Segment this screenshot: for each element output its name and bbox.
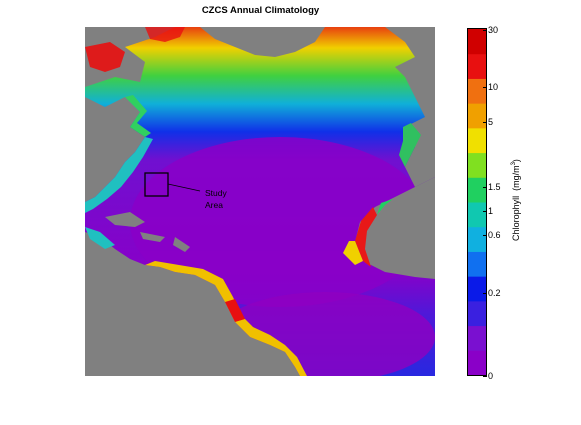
study-area-box bbox=[144, 172, 169, 197]
colorbar-band bbox=[468, 276, 486, 302]
colorbar-tick bbox=[483, 122, 487, 123]
africa-land bbox=[355, 177, 435, 279]
colorbar-svg bbox=[468, 29, 486, 376]
colorbar bbox=[467, 28, 487, 376]
study-area-leader-line bbox=[167, 183, 201, 192]
colorbar-tick-label: 0.6 bbox=[488, 230, 501, 240]
colorbar-tick-label: 5 bbox=[488, 117, 494, 127]
colorbar-band bbox=[468, 350, 486, 376]
caribbean-islands bbox=[105, 212, 145, 227]
colorbar-band bbox=[468, 78, 486, 104]
colorbar-band bbox=[468, 127, 486, 154]
colorbar-tick-label: 10 bbox=[488, 82, 499, 92]
colorbar-tick bbox=[483, 235, 487, 236]
colorbar-band bbox=[468, 251, 486, 277]
colorbar-band bbox=[468, 177, 486, 203]
map-svg bbox=[85, 27, 435, 376]
colorbar-band bbox=[468, 226, 486, 252]
labrador-coastal bbox=[85, 42, 125, 72]
colorbar-tick-label: 0.2 bbox=[488, 288, 501, 298]
colorbar-band bbox=[468, 103, 486, 129]
colorbar-tick-label: 1.5 bbox=[488, 182, 501, 192]
colorbar-tick bbox=[483, 187, 487, 188]
central-america-land bbox=[85, 232, 300, 376]
colorbar-tick bbox=[483, 87, 487, 88]
colorbar-tick bbox=[483, 211, 487, 212]
na-coastal-band bbox=[85, 137, 153, 213]
europe-land bbox=[385, 27, 435, 187]
chlorophyll-map bbox=[85, 27, 435, 376]
colorbar-band bbox=[468, 53, 486, 79]
north-america-land-main bbox=[85, 97, 145, 202]
colorbar-tick-label: 0 bbox=[488, 371, 494, 381]
study-area-label-1: Study bbox=[205, 188, 227, 198]
colorbar-band bbox=[468, 29, 486, 55]
colorbar-band bbox=[468, 300, 486, 327]
colorbar-band bbox=[468, 325, 486, 351]
africa-upwelling bbox=[355, 207, 377, 267]
colorbar-tick-label: 1 bbox=[488, 206, 494, 216]
greenland-land bbox=[200, 27, 325, 57]
colorbar-tick bbox=[483, 376, 487, 377]
colorbar-tick-label: 30 bbox=[488, 25, 499, 35]
colorbar-tick bbox=[483, 293, 487, 294]
north-america-land bbox=[85, 27, 175, 87]
colorbar-band bbox=[468, 202, 486, 228]
colorbar-label: Chlorophyll (mg/m3) bbox=[511, 159, 521, 241]
colorbar-band bbox=[468, 152, 486, 178]
study-area-label-2: Area bbox=[205, 200, 223, 210]
colorbar-tick bbox=[483, 30, 487, 31]
map-title: CZCS Annual Climatology bbox=[201, 5, 320, 16]
